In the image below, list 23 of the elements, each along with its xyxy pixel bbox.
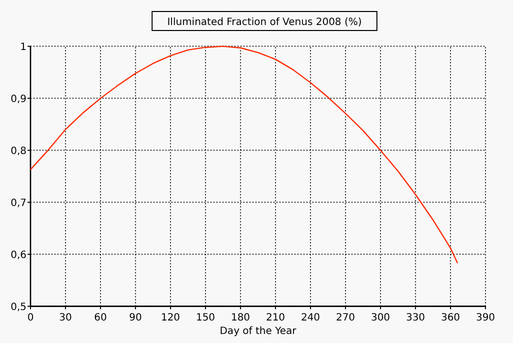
x-tick-label: 90	[129, 312, 142, 324]
y-tick-label: 0,7	[10, 198, 26, 209]
line-series	[30, 46, 458, 264]
x-tick-label: 30	[59, 312, 72, 324]
y-tick-label: 0,9	[10, 94, 26, 105]
x-tick-label: 300	[370, 312, 390, 324]
x-tick-label: 270	[336, 312, 356, 324]
x-tick-label: 210	[266, 312, 286, 324]
x-tick-label: 360	[440, 312, 460, 324]
chart-title: Illuminated Fraction of Venus 2008 (%)	[167, 17, 362, 28]
y-tick-label: 1	[20, 42, 26, 53]
x-tick-label: 150	[196, 312, 216, 324]
x-tick-label: 390	[476, 312, 496, 324]
y-tick-label: 0,8	[10, 146, 26, 157]
y-tick-label: 0,6	[10, 250, 26, 261]
y-tick-label: 0,5	[10, 302, 26, 313]
x-tick-label: 240	[300, 312, 320, 324]
x-tick-label: 180	[230, 312, 250, 324]
x-tick-label: 120	[160, 312, 180, 324]
x-tick-label: 0	[27, 312, 34, 324]
x-axis-title: Day of the Year	[220, 326, 298, 337]
x-tick-label: 330	[406, 312, 426, 324]
x-tick-label: 60	[94, 312, 107, 324]
